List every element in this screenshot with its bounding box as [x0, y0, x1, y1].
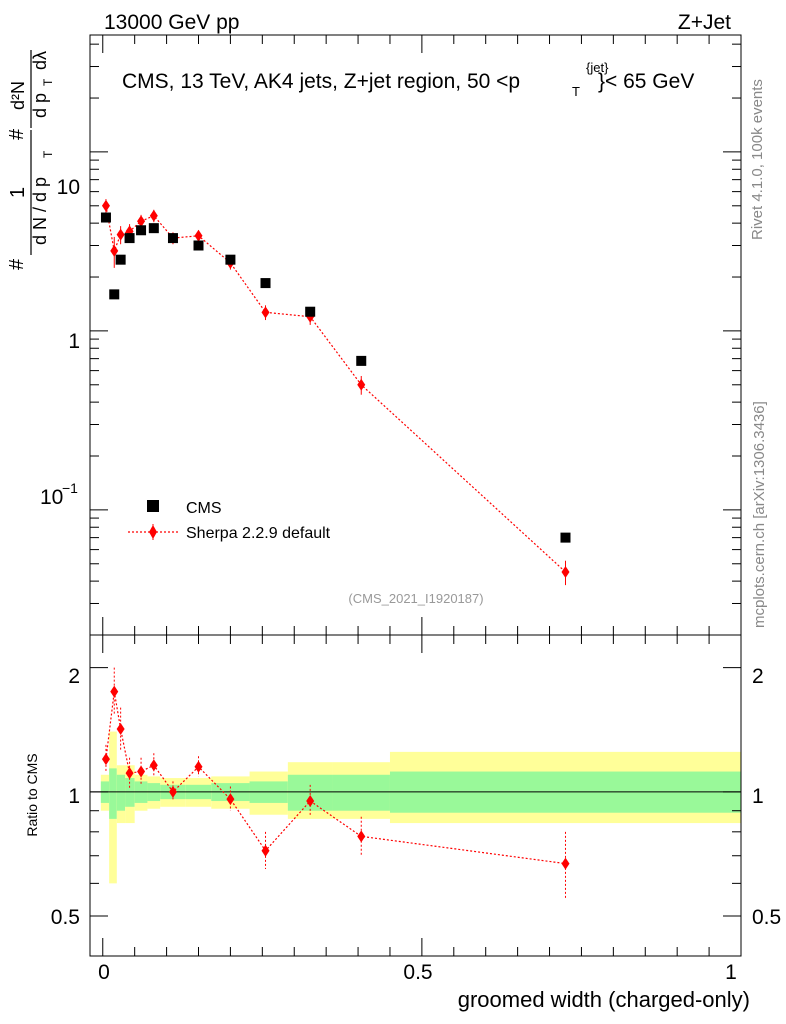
ratio-y-tick-2-right: 2: [752, 665, 764, 688]
cms-point: [225, 254, 236, 265]
sherpa-point: [357, 378, 366, 391]
sherpa-line: [105, 205, 566, 573]
sherpa-point: [137, 215, 146, 228]
legend-sherpa-label: Sherpa 2.2.9 default: [186, 525, 331, 542]
y-tick-label-base: 10: [40, 486, 63, 509]
ratio-y-tick-2-left: 2: [68, 665, 80, 688]
sherpa-point: [110, 244, 119, 257]
cms-point: [100, 212, 111, 223]
ylabel-frac-den-sub: T: [41, 150, 55, 158]
main-frame: [89, 34, 742, 636]
ylabel-frac-den: d N / d p: [30, 177, 50, 245]
main-title: CMS, 13 TeV, AK4 jets, Z+jet region, 50 …: [122, 60, 694, 99]
ratio-point: [101, 753, 110, 766]
cms-point: [560, 532, 571, 543]
sherpa-point: [116, 228, 125, 241]
ratio-point: [149, 759, 158, 772]
ylabel-deriv-num: d²N: [8, 81, 28, 110]
cms-point: [356, 355, 367, 366]
x-tick-label-1: 1: [725, 961, 737, 984]
ratio-point: [561, 857, 570, 870]
band-inner: [109, 768, 117, 819]
cms-point: [124, 233, 135, 244]
main-title-tail: }< 65 GeV: [598, 70, 694, 93]
ratio-sherpa-series: [101, 667, 570, 899]
ratio-frame: [89, 634, 742, 957]
cms-point: [167, 233, 178, 244]
cms-point: [148, 223, 159, 234]
legend-cms-label: CMS: [186, 500, 222, 517]
cms-point: [193, 240, 204, 251]
sherpa-point: [561, 565, 570, 578]
cms-point: [260, 278, 271, 289]
sherpa-point: [149, 209, 158, 222]
y-tick-label-exp: −1: [62, 480, 78, 496]
ratio-point: [137, 765, 146, 778]
main-title-sub: T: [572, 84, 580, 99]
sherpa-point: [194, 229, 203, 242]
ratio-point: [110, 685, 119, 698]
ylabel-hash-1: #: [6, 258, 28, 270]
cms-point: [136, 225, 147, 236]
x-tick-label-0: 0: [98, 961, 110, 984]
analysis-id: (CMS_2021_I1920187): [348, 591, 483, 606]
main-axis-ticks: [90, 35, 742, 636]
ratio-point: [357, 830, 366, 843]
ratio-point: [306, 795, 315, 808]
ylabel-deriv-den-sub: T: [41, 78, 55, 86]
process-label: Z+Jet: [678, 11, 731, 34]
mcplots-label: mcplots.cern.ch [arXiv:1306.3436]: [751, 401, 768, 628]
ratio-y-axis-label: Ratio to CMS: [24, 753, 40, 836]
ratio-point: [116, 723, 125, 736]
energy-label: 13000 GeV pp: [104, 11, 239, 34]
x-axis-label: groomed width (charged-only): [458, 987, 750, 1012]
x-tick-label-05: 0.5: [403, 961, 432, 984]
ratio-point: [125, 767, 134, 780]
main-title-sup: {jet}: [586, 60, 609, 75]
rivet-label: Rivet 4.1.0, 100k events: [749, 79, 766, 240]
ratio-y-tick-05-left: 0.5: [51, 906, 80, 929]
ylabel-dlambda: dλ: [30, 51, 50, 70]
y-tick-label-10: 10: [57, 176, 80, 199]
legend-sherpa-marker: [149, 525, 157, 539]
ratio-uncertainty-bands: [100, 731, 741, 884]
ratio-panel: Ratio to CMS 2 1 0.5 2 1 0.5 0 0.5 1 gro…: [24, 634, 781, 1012]
cms-point: [115, 254, 126, 265]
ylabel-hash-2: #: [6, 128, 28, 140]
main-y-axis-label: # 1 d N / d p T # d²N d p T dλ: [6, 50, 55, 270]
ylabel-deriv-den: d p: [30, 93, 50, 118]
ratio-y-tick-05-right: 0.5: [752, 906, 781, 929]
y-tick-label-0-1: 10 −1: [40, 480, 78, 509]
ratio-y-tick-1-left: 1: [68, 785, 80, 808]
band-inner: [332, 774, 390, 811]
cms-point: [109, 289, 120, 300]
legend-cms-marker: [147, 500, 159, 512]
ratio-point: [194, 760, 203, 773]
ratio-axis-ticks: [90, 635, 742, 956]
band-inner: [125, 778, 135, 807]
ratio-y-tick-1-right: 1: [752, 785, 764, 808]
main-title-text: CMS, 13 TeV, AK4 jets, Z+jet region, 50 …: [122, 70, 520, 93]
sherpa-point: [261, 306, 270, 319]
cms-series: [100, 212, 571, 543]
ratio-point: [261, 844, 270, 857]
sherpa-series: [101, 199, 570, 586]
sherpa-point: [101, 199, 110, 212]
legend: CMS Sherpa 2.2.9 default: [128, 500, 331, 542]
ratio-point: [168, 785, 177, 798]
cms-point: [305, 306, 316, 317]
main-panel: CMS, 13 TeV, AK4 jets, Z+jet region, 50 …: [6, 34, 742, 636]
band-inner: [116, 774, 126, 811]
y-tick-label-1: 1: [68, 330, 80, 353]
ylabel-frac-num: 1: [7, 187, 29, 198]
ratio-point: [226, 793, 235, 806]
